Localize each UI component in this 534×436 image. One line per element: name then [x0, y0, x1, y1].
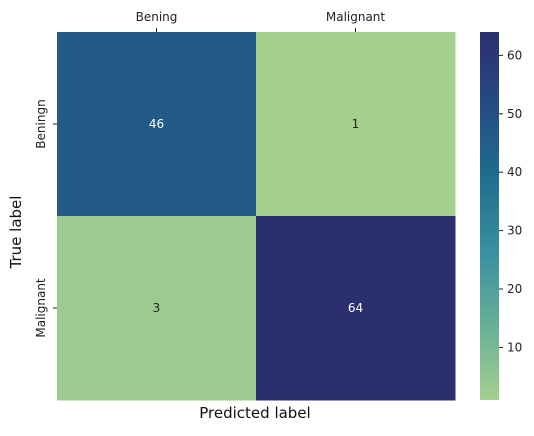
colorbar-tick-label: 20: [507, 282, 522, 296]
y-tick-label: Beningn: [34, 99, 48, 148]
heatmap-cell: [57, 216, 257, 401]
colorbar: [480, 32, 499, 400]
heatmap-cells: [57, 32, 456, 401]
colorbar-ticks: 10 20 30 40 50 60: [499, 48, 522, 354]
colorbar-tick-label: 10: [507, 340, 522, 354]
heatmap-cell-value: 46: [149, 117, 164, 131]
heatmap-cell-labels: 46 1 3 64: [149, 117, 363, 315]
x-axis-ticks: Bening Malignant: [136, 10, 386, 32]
x-axis-title: Predicted label: [199, 404, 310, 422]
heatmap-cell-value: 64: [348, 301, 363, 315]
colorbar-tick-label: 30: [507, 224, 522, 238]
colorbar-tick-label: 50: [507, 107, 522, 121]
x-tick-label: Malignant: [326, 10, 386, 24]
heatmap-cell: [256, 32, 456, 217]
y-axis-title: True label: [7, 196, 25, 270]
colorbar-tick-label: 60: [507, 48, 522, 62]
y-axis-ticks: Beningn Malignant: [34, 99, 57, 338]
heatmap-cell-value: 3: [153, 301, 161, 315]
y-tick-label: Malignant: [34, 278, 48, 338]
colorbar-tick-label: 40: [507, 165, 522, 179]
heatmap-cell: [256, 216, 456, 401]
x-tick-label: Bening: [136, 10, 178, 24]
heatmap-cell: [57, 32, 257, 217]
heatmap-cell-value: 1: [352, 117, 360, 131]
